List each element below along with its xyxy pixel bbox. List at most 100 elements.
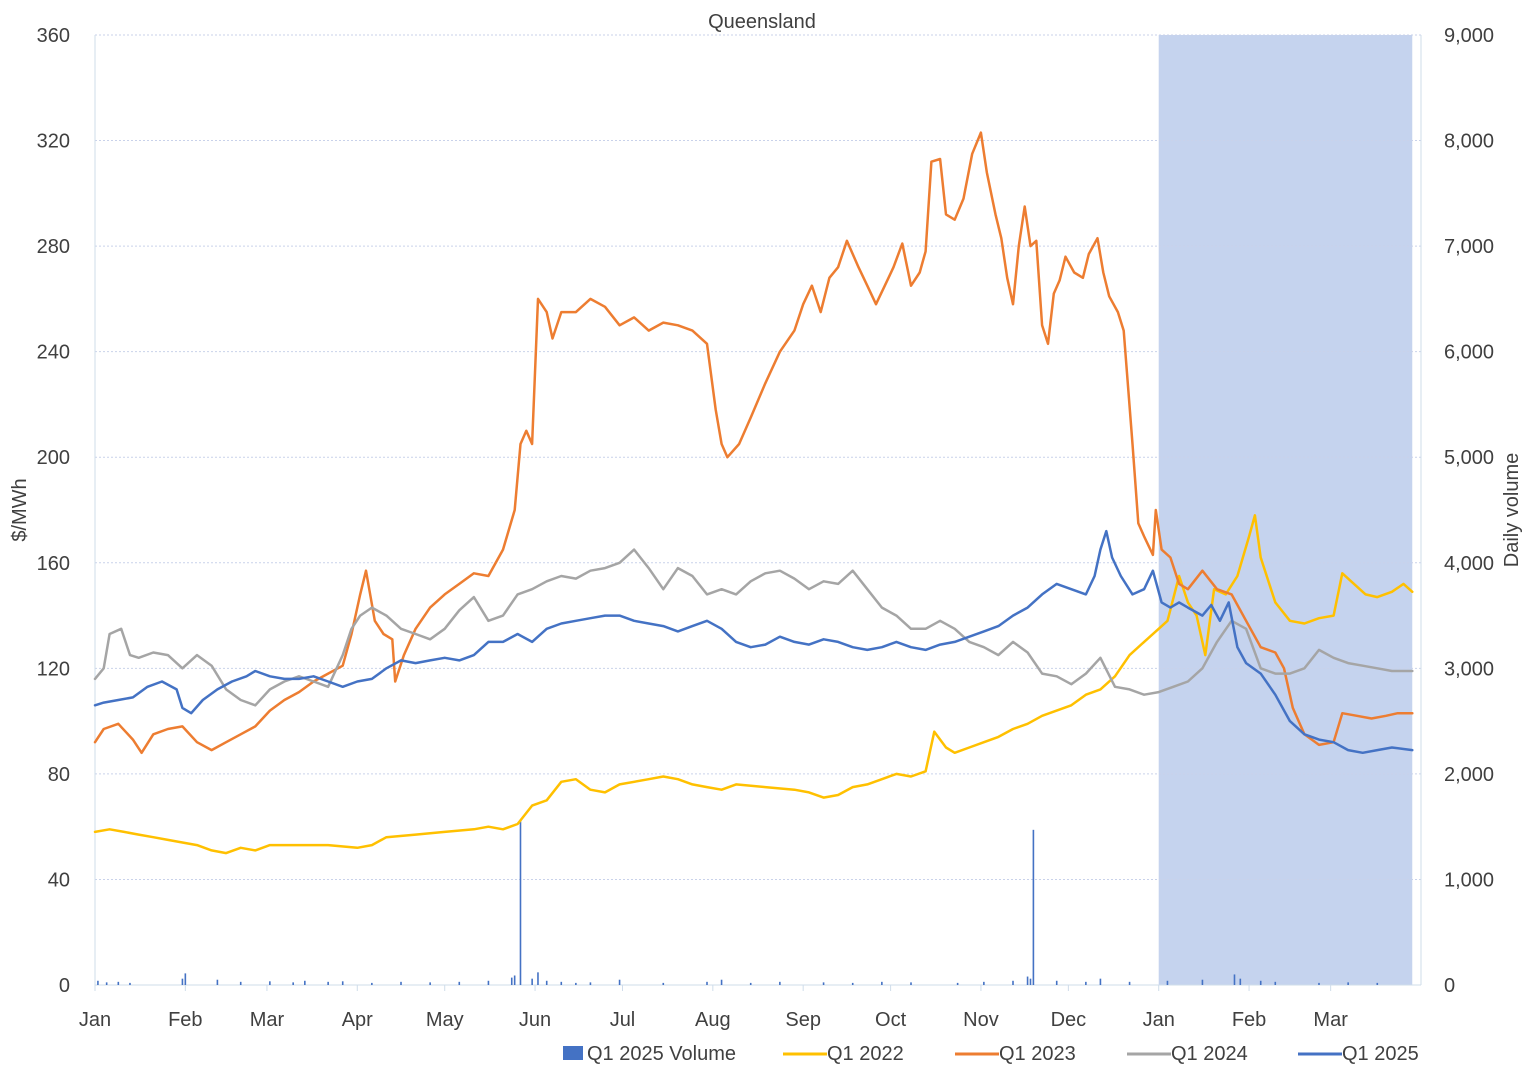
volume-bar bbox=[519, 821, 522, 985]
volume-bar bbox=[1026, 976, 1029, 985]
series-line-q1-2023 bbox=[93, 131, 1414, 755]
volume-bar bbox=[216, 979, 219, 985]
y-tick-label: 240 bbox=[37, 342, 70, 364]
legend-item: Q1 2024 bbox=[1127, 1043, 1248, 1065]
y2-tick-label: 3,000 bbox=[1444, 658, 1494, 680]
y-tick-label: 280 bbox=[37, 236, 70, 258]
y2-tick-label: 8,000 bbox=[1444, 131, 1494, 153]
volume-bar bbox=[537, 972, 539, 985]
x-tick-label: Feb bbox=[168, 1009, 202, 1031]
x-tick-label: Mar bbox=[250, 1009, 285, 1031]
x-tick-label: Jun bbox=[519, 1009, 551, 1031]
y-tick-label: 160 bbox=[37, 553, 70, 575]
volume-bar bbox=[97, 980, 99, 985]
x-tick-label: Nov bbox=[963, 1009, 999, 1031]
x-tick-label: Mar bbox=[1313, 1009, 1348, 1031]
y-tick-label: 320 bbox=[37, 131, 70, 153]
legend-item: Q1 2025 bbox=[1298, 1043, 1419, 1065]
volume-bar bbox=[851, 982, 854, 985]
volume-bar bbox=[181, 978, 184, 985]
legend-label: Q1 2024 bbox=[1171, 1043, 1248, 1065]
volume-bar bbox=[304, 980, 306, 985]
series-line-q1-2022 bbox=[93, 514, 1414, 855]
volume-bar bbox=[1099, 978, 1102, 985]
volume-bar bbox=[706, 981, 708, 985]
volume-bar bbox=[117, 981, 120, 985]
volume-bar bbox=[1029, 978, 1032, 985]
legend-item: Q1 2022 bbox=[783, 1043, 904, 1065]
volume-bar bbox=[1055, 980, 1058, 985]
y2-tick-label: 7,000 bbox=[1444, 236, 1494, 258]
volume-bar bbox=[1259, 980, 1262, 985]
legend-label: Q1 2025 Volume bbox=[587, 1043, 736, 1065]
volume-bar bbox=[239, 981, 242, 985]
y2-tick-label: 5,000 bbox=[1444, 447, 1494, 469]
volume-bar bbox=[749, 982, 752, 985]
y2-tick-label: 1,000 bbox=[1444, 869, 1494, 891]
volume-bar bbox=[575, 982, 577, 985]
x-tick-label: Aug bbox=[695, 1009, 731, 1031]
volume-bar bbox=[779, 981, 781, 985]
y2-axis-title: Daily volume bbox=[1501, 453, 1523, 567]
volume-bar bbox=[1201, 979, 1204, 985]
legend-label: Q1 2023 bbox=[999, 1043, 1076, 1065]
volume-bar bbox=[1274, 981, 1277, 985]
y2-tick-label: 2,000 bbox=[1444, 764, 1494, 786]
volume-bar bbox=[822, 982, 825, 985]
x-tick-label: Oct bbox=[875, 1009, 907, 1031]
y2-tick-label: 6,000 bbox=[1444, 342, 1494, 364]
volume-bar bbox=[910, 982, 912, 985]
volume-bar bbox=[531, 978, 533, 985]
x-tick-label: Jan bbox=[1143, 1009, 1175, 1031]
volume-bar bbox=[560, 981, 563, 985]
volume-bar bbox=[983, 981, 985, 985]
volume-bar bbox=[1239, 978, 1242, 985]
volume-bar bbox=[662, 982, 665, 985]
series-line-q1-2025 bbox=[93, 529, 1414, 755]
volume-bar bbox=[129, 982, 131, 985]
y-tick-label: 40 bbox=[48, 869, 70, 891]
volume-bar bbox=[1347, 982, 1349, 985]
x-tick-label: Feb bbox=[1232, 1009, 1266, 1031]
volume-bar bbox=[400, 981, 402, 985]
volume-bar bbox=[341, 981, 344, 985]
x-tick-label: Jan bbox=[79, 1009, 111, 1031]
legend-label: Q1 2022 bbox=[827, 1043, 904, 1065]
volume-bar bbox=[1128, 981, 1131, 985]
legend-swatch-box bbox=[563, 1046, 583, 1060]
y-tick-label: 120 bbox=[37, 658, 70, 680]
volume-bar bbox=[956, 982, 959, 985]
x-tick-label: May bbox=[426, 1009, 464, 1031]
legend-label: Q1 2025 bbox=[1342, 1043, 1419, 1065]
y-tick-label: 80 bbox=[48, 764, 70, 786]
x-tick-label: Sep bbox=[785, 1009, 821, 1031]
volume-bar bbox=[487, 980, 490, 985]
volume-bar bbox=[292, 982, 294, 985]
y2-tick-label: 4,000 bbox=[1444, 553, 1494, 575]
volume-bar bbox=[1166, 980, 1169, 985]
volume-bar bbox=[327, 981, 329, 985]
y-tick-label: 0 bbox=[59, 975, 70, 997]
y-axis-title: $/MWh bbox=[9, 478, 31, 541]
x-tick-label: Apr bbox=[342, 1009, 373, 1031]
volume-bar bbox=[1233, 974, 1236, 985]
x-tick-label: Jul bbox=[610, 1009, 636, 1031]
volume-bar bbox=[458, 981, 461, 985]
volume-bar bbox=[589, 982, 592, 985]
volume-bar bbox=[1012, 980, 1014, 985]
chart-title: Queensland bbox=[708, 11, 816, 33]
y-tick-label: 200 bbox=[37, 447, 70, 469]
volume-bar bbox=[545, 980, 548, 985]
y2-tick-label: 0 bbox=[1444, 975, 1455, 997]
volume-bar bbox=[513, 975, 516, 985]
volume-bar bbox=[184, 973, 187, 985]
legend-item: Q1 2023 bbox=[955, 1043, 1076, 1065]
y2-tick-label: 9,000 bbox=[1444, 25, 1494, 47]
y-tick-label: 360 bbox=[37, 25, 70, 47]
volume-bar bbox=[269, 981, 271, 985]
volume-bar bbox=[881, 981, 883, 985]
volume-bar bbox=[371, 982, 373, 985]
volume-bar bbox=[1032, 829, 1035, 985]
